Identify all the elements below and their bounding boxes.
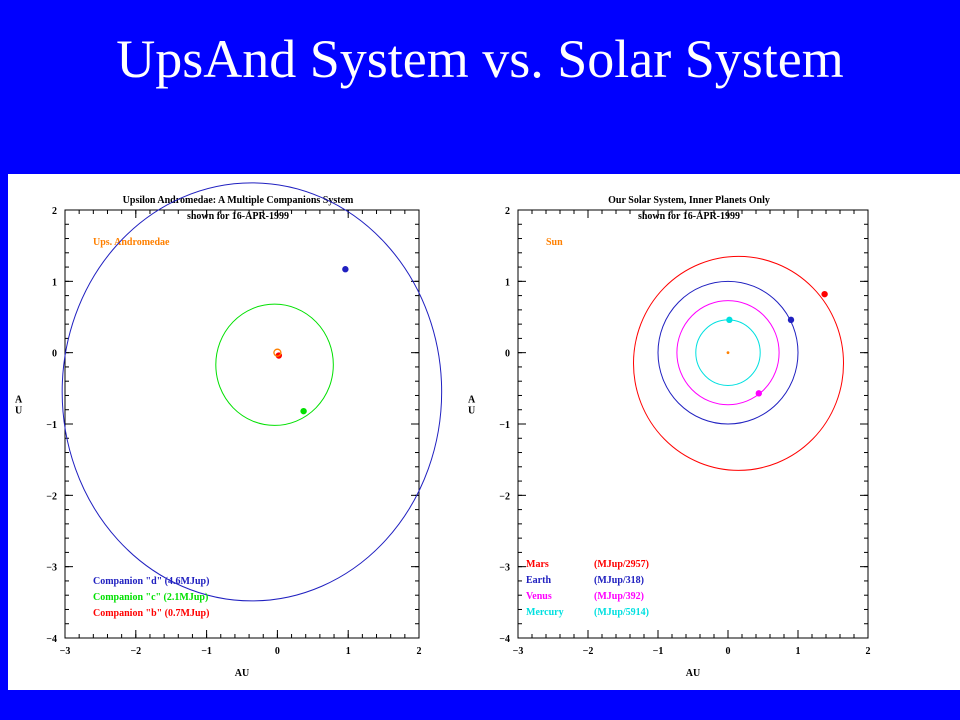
x-tick-label: 2 [417, 646, 422, 657]
x-tick-label: 0 [726, 646, 731, 657]
x-tick-label: −1 [653, 646, 664, 657]
y-tick-label: −1 [499, 420, 510, 431]
y-tick-label: 1 [52, 277, 57, 288]
legend-entry-name: Mars [526, 559, 549, 570]
orbit-venus-2 [676, 300, 780, 406]
planet-marker-1 [300, 407, 307, 415]
x-tick-label: −3 [60, 646, 71, 657]
chart-title: Our Solar System, Inner Planets Only [608, 195, 770, 206]
orbit-charts: Upsilon Andromedae: A Multiple Companion… [15, 182, 871, 679]
star-marker [273, 348, 282, 357]
legend-entry-name: Mercury [526, 607, 564, 618]
legend-entry-name: Earth [526, 575, 551, 586]
star-label: Sun [546, 237, 563, 248]
chart-subtitle: shown for 16-APR-1999 [187, 211, 289, 222]
y-tick-label: −2 [499, 491, 510, 502]
y-tick-label: 1 [505, 277, 510, 288]
legend-entry-mass: (MJup/2957) [594, 559, 649, 570]
y-tick-label: 0 [505, 349, 510, 360]
y-axis-label-part: U [15, 406, 22, 417]
orbit-mars-0 [633, 255, 844, 471]
legend-entry-name: Venus [526, 591, 552, 602]
x-tick-label: 0 [275, 646, 280, 657]
y-tick-label: −4 [46, 634, 57, 645]
x-tick-label: 1 [346, 646, 351, 657]
orbit-earth-1 [657, 280, 799, 425]
chart-subtitle: shown for 16-APR-1999 [638, 211, 740, 222]
x-tick-label: 2 [866, 646, 871, 657]
x-tick-label: −2 [130, 646, 141, 657]
y-tick-label: 2 [505, 206, 510, 217]
chart-title: Upsilon Andromedae: A Multiple Companion… [123, 195, 354, 206]
x-axis-label: AU [235, 668, 249, 679]
plot-panel: Upsilon Andromedae: A Multiple Companion… [8, 174, 960, 690]
legend-entry: Companion "c" (2.1MJup) [93, 592, 208, 603]
y-axis-label-part: U [468, 406, 475, 417]
planet-marker-0 [821, 290, 828, 298]
y-axis-label-part: A [468, 395, 476, 406]
orbit-companion-0 [61, 182, 443, 602]
orbit-companion-1 [215, 303, 334, 426]
legend-entry-mass: (MJup/5914) [594, 607, 649, 618]
x-tick-label: 1 [796, 646, 801, 657]
plot-frame [517, 209, 869, 639]
y-tick-label: −3 [46, 563, 57, 574]
x-tick-label: −1 [201, 646, 212, 657]
y-tick-label: −4 [499, 634, 510, 645]
planet-marker-1 [787, 316, 795, 324]
legend-entry: Companion "b" (0.7MJup) [93, 608, 209, 619]
y-axis-label-part: A [15, 395, 23, 406]
slide-title: UpsAnd System vs. Solar System [116, 29, 844, 89]
planet-marker-2 [755, 390, 762, 397]
planet-marker-0 [342, 266, 349, 273]
star-label: Ups. Andromedae [93, 237, 170, 248]
y-tick-label: −3 [499, 563, 510, 574]
y-tick-label: −1 [46, 420, 57, 431]
star-marker [726, 351, 730, 355]
x-axis-label: AU [686, 668, 700, 679]
x-tick-label: −2 [583, 646, 594, 657]
y-tick-label: 0 [52, 349, 57, 360]
legend-entry-mass: (MJup/318) [594, 575, 644, 586]
y-tick-label: −2 [46, 491, 57, 502]
legend-entry-mass: (MJup/392) [594, 591, 644, 602]
planet-marker-3 [726, 316, 733, 324]
y-tick-label: 2 [52, 206, 57, 217]
legend-entry: Companion "d" (4.6MJup) [93, 576, 209, 587]
x-tick-label: −3 [513, 646, 524, 657]
plot-frame [64, 209, 420, 639]
